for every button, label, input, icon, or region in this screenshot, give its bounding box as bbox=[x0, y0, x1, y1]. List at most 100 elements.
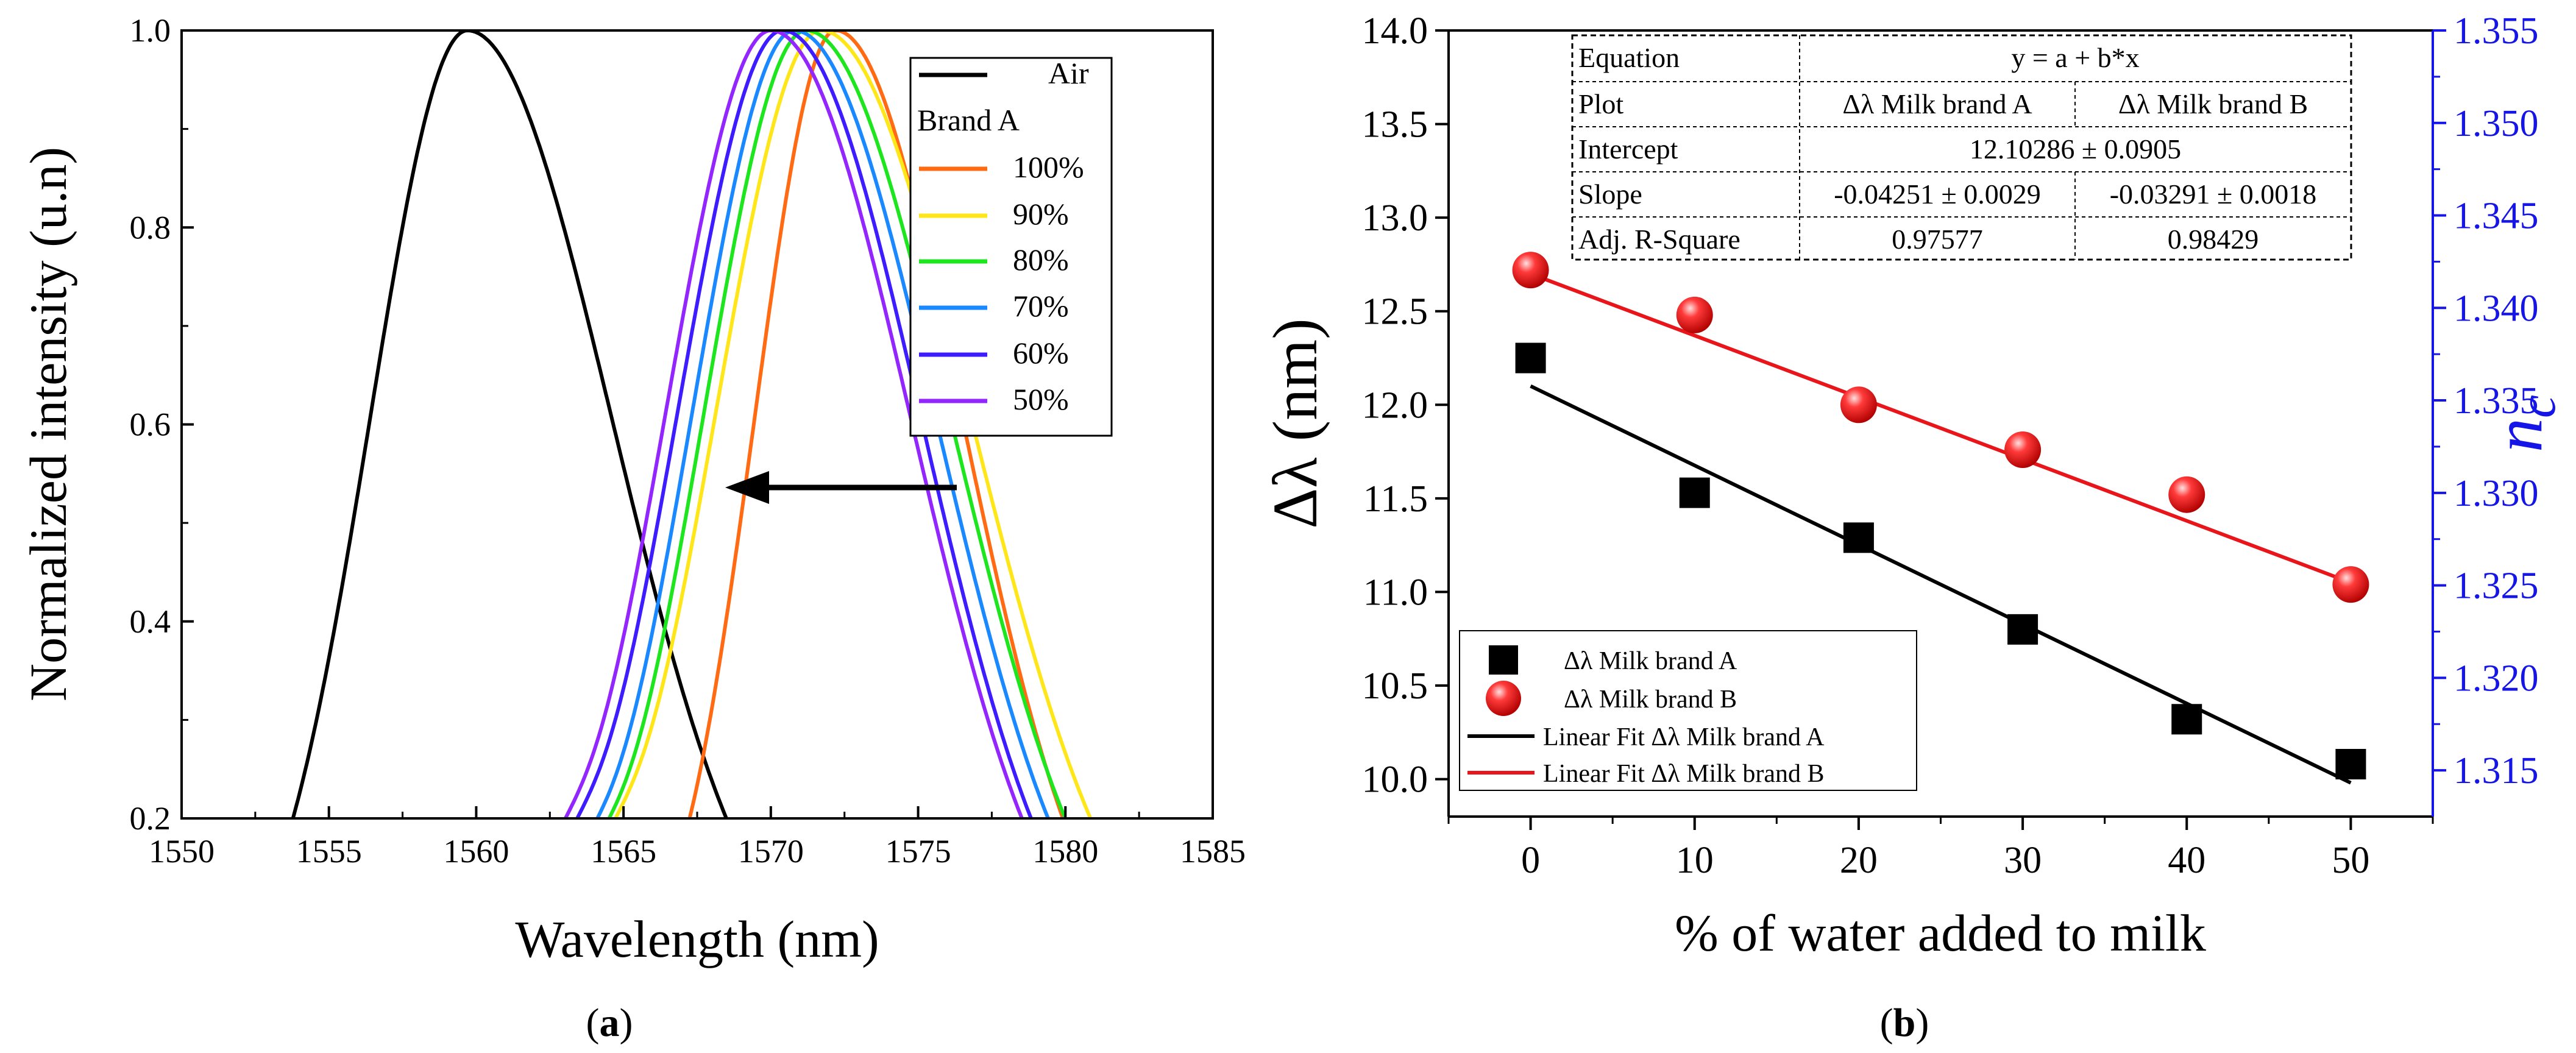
chart-b-legend-box bbox=[1459, 630, 1917, 791]
fit-table-cell: -0.04251 ± 0.0029 bbox=[1834, 179, 2041, 210]
fit-table-cell: Δλ Milk brand B bbox=[2118, 88, 2308, 119]
chart-b: 0 10 20 30 40 50 10.0 10.5 11.0 11.5 12.0 12.5 13.0… bbox=[1260, 10, 2566, 1045]
chart-b-right-y-tick-label: 1.315 bbox=[2454, 750, 2539, 792]
chart-b-x-tick-label: 20 bbox=[1840, 840, 1878, 881]
fit-line-brand-a bbox=[1530, 384, 2352, 785]
legend-marker-square bbox=[1489, 645, 1518, 675]
data-point-brand-b bbox=[2168, 476, 2205, 513]
fit-table-cell: 12.10286 ± 0.0905 bbox=[1970, 133, 2181, 165]
chart-a-series-line bbox=[607, 30, 1068, 818]
data-point-brand-a bbox=[1679, 477, 1710, 508]
chart-a-legend-label: Air bbox=[1048, 56, 1089, 90]
chart-a-panel-label: (a) bbox=[586, 1001, 633, 1045]
legend-marker-circle bbox=[1486, 681, 1521, 716]
fit-table-cell: y = a + b*x bbox=[2011, 42, 2139, 73]
chart-a-y-tick-label: 1.0 bbox=[130, 12, 171, 49]
chart-a-y-tick-label: 0.2 bbox=[130, 800, 171, 837]
chart-b-right-axis-title: nc bbox=[2481, 395, 2566, 452]
chart-b-y-tick-label: 12.5 bbox=[1362, 291, 1428, 333]
chart-b-y-tick-label: 13.5 bbox=[1362, 104, 1428, 146]
chart-a-x-tick-label: 1550 bbox=[149, 833, 215, 870]
chart-b-right-axis-subscript: c bbox=[2508, 395, 2566, 418]
chart-a-x-tick-label: 1555 bbox=[296, 833, 362, 870]
chart-b-legend-label: Δλ Milk brand B bbox=[1564, 686, 1737, 714]
fit-table-cell: Slope bbox=[1578, 179, 1642, 210]
data-point-brand-a bbox=[2171, 704, 2202, 735]
chart-a-series-line bbox=[613, 30, 1093, 818]
data-point-brand-b bbox=[1512, 252, 1549, 289]
chart-b-y-tick-label: 14.0 bbox=[1362, 10, 1428, 52]
chart-a-x-tick-label: 1570 bbox=[738, 833, 804, 870]
fit-table-cell: Plot bbox=[1578, 88, 1623, 119]
chart-a-series-line bbox=[575, 30, 1034, 818]
fit-table-cell: Equation bbox=[1578, 42, 1680, 73]
data-point-brand-b bbox=[2004, 431, 2042, 468]
chart-b-y-tick-label: 11.0 bbox=[1363, 572, 1428, 613]
chart-a-y-axis-title: Normalized intensity (u.n) bbox=[19, 147, 77, 701]
chart-b-legend-label: Linear Fit Δλ Milk brand B bbox=[1543, 760, 1825, 788]
chart-b-y-axis-title: Δλ (nm) bbox=[1260, 318, 1330, 528]
chart-a-legend-heading: Brand A bbox=[917, 103, 1020, 137]
chart-b-x-tick-label: 40 bbox=[2168, 840, 2205, 881]
data-point-brand-b bbox=[1676, 296, 1713, 333]
chart-b-x-tick-label: 0 bbox=[1521, 840, 1540, 881]
chart-a-series-line bbox=[563, 30, 1024, 818]
fit-table-border bbox=[1571, 34, 2352, 261]
chart-a-legend-label: 50% bbox=[1013, 382, 1069, 416]
chart-b-right-y-tick-label: 1.325 bbox=[2454, 566, 2539, 607]
fit-line-brand-b bbox=[1530, 272, 2352, 584]
chart-b-y-tick-label: 10.0 bbox=[1362, 759, 1428, 801]
chart-a-x-tick-label: 1580 bbox=[1032, 833, 1098, 870]
fit-table-cell: Intercept bbox=[1578, 133, 1678, 165]
fit-table: Equation y = a + b*x Plot Δλ Milk brand A Δλ… bbox=[1571, 34, 2352, 261]
chart-a-legend-label: 80% bbox=[1013, 243, 1069, 277]
fit-table-cell: -0.03291 ± 0.0018 bbox=[2110, 179, 2317, 210]
chart-b-y-tick-label: 11.5 bbox=[1363, 478, 1428, 520]
chart-b-legend-label: Δλ Milk brand A bbox=[1564, 647, 1737, 675]
data-point-brand-a bbox=[2007, 614, 2038, 645]
chart-a-series-line bbox=[595, 30, 1051, 818]
data-point-brand-a bbox=[1843, 522, 1874, 553]
chart-b-right-y-tick-label: 1.340 bbox=[2454, 288, 2539, 329]
chart-a-legend: Air 100% 90% 80% 70% 60% 50% Brand A bbox=[909, 56, 1113, 437]
chart-b-x-tick-label: 50 bbox=[2332, 840, 2369, 881]
fit-table-cell: Δλ Milk brand A bbox=[1842, 88, 2032, 119]
chart-a: 1550 1555 1560 1565 1570 1575 1580 1585 0.2 0.4 0… bbox=[19, 12, 1246, 1045]
chart-a-y-tick-label: 0.6 bbox=[130, 406, 171, 443]
chart-a-legend-label: 60% bbox=[1013, 336, 1069, 370]
data-point-brand-a bbox=[1515, 342, 1546, 374]
chart-a-series-line bbox=[687, 30, 1065, 818]
chart-a-legend-label: 100% bbox=[1013, 150, 1084, 184]
chart-b-right-axis-symbol: n bbox=[2481, 418, 2556, 452]
chart-b-y-tick-label: 12.0 bbox=[1362, 385, 1428, 426]
fit-table-cell: 0.97577 bbox=[1892, 224, 1983, 255]
chart-a-shift-arrow bbox=[725, 471, 957, 504]
chart-b-right-y-tick-label: 1.320 bbox=[2454, 658, 2539, 699]
chart-b-right-y-tick-label: 1.330 bbox=[2454, 473, 2539, 514]
chart-b-x-axis-title: % of water added to milk bbox=[1675, 904, 2206, 962]
chart-b-legend: Δλ Milk brand A Δλ Milk brand B Linear Fit… bbox=[1459, 630, 1917, 791]
data-point-brand-b bbox=[1840, 386, 1877, 424]
chart-a-y-tick-label: 0.8 bbox=[130, 209, 171, 246]
chart-b-right-y-tick-label: 1.335 bbox=[2454, 380, 2539, 422]
chart-b-legend-label: Linear Fit Δλ Milk brand A bbox=[1543, 723, 1825, 751]
fit-table-cell: 0.98429 bbox=[2168, 224, 2259, 255]
chart-b-y-tick-label: 10.5 bbox=[1362, 665, 1428, 707]
chart-b-x-tick-label: 10 bbox=[1676, 840, 1714, 881]
chart-a-legend-box bbox=[909, 57, 1113, 437]
chart-b-panel-label: (b) bbox=[1880, 1001, 1929, 1045]
data-point-brand-b bbox=[2332, 566, 2369, 603]
chart-a-y-tick-label: 0.4 bbox=[130, 603, 171, 640]
data-point-brand-a bbox=[2335, 749, 2366, 779]
chart-a-x-tick-label: 1575 bbox=[885, 833, 951, 870]
chart-a-x-tick-label: 1565 bbox=[591, 833, 656, 870]
chart-a-x-axis-title: Wavelength (nm) bbox=[515, 910, 879, 968]
fit-table-cell: Adj. R-Square bbox=[1578, 224, 1740, 255]
chart-b-right-y-tick-label: 1.355 bbox=[2454, 10, 2539, 52]
chart-b-y-tick-label: 13.0 bbox=[1362, 197, 1428, 239]
chart-a-legend-label: 70% bbox=[1013, 289, 1069, 323]
chart-a-x-tick-label: 1560 bbox=[443, 833, 509, 870]
chart-a-legend-label: 90% bbox=[1013, 197, 1069, 231]
chart-b-x-tick-label: 30 bbox=[2004, 840, 2042, 881]
